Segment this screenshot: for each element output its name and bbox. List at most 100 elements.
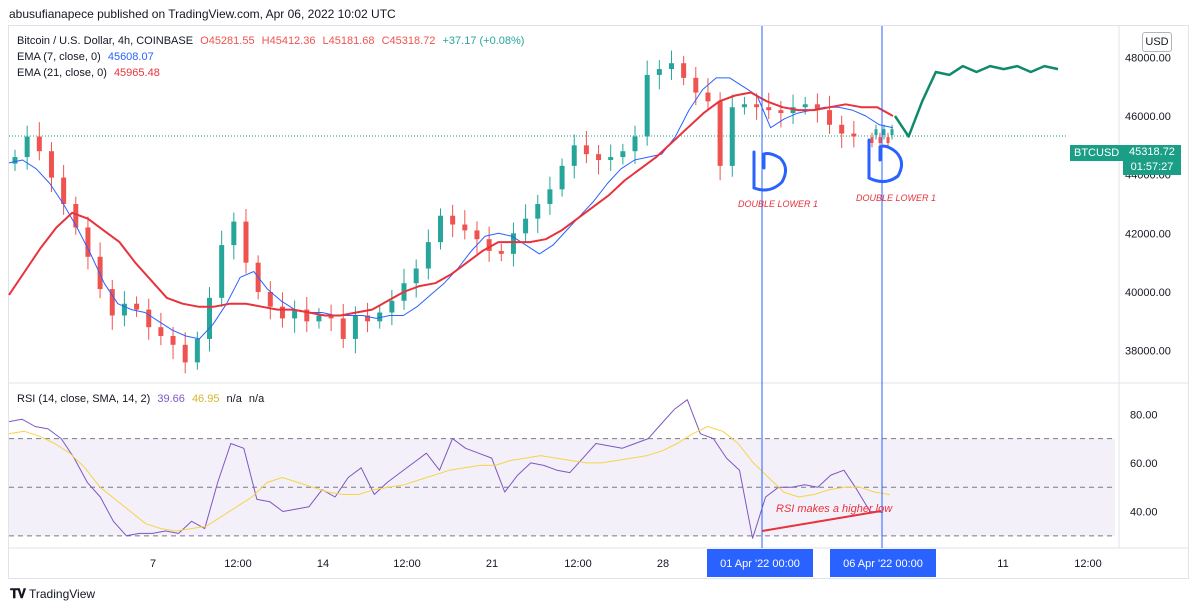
ema7-value: 45608.07: [107, 51, 154, 63]
time-tick-label: 11: [997, 558, 1008, 570]
candle-body: [425, 242, 431, 269]
candle-body: [705, 92, 711, 102]
candle-body: [267, 292, 273, 307]
candle-body: [827, 110, 833, 125]
rsi-higher-low-line: [761, 510, 882, 532]
candle-body: [352, 315, 358, 339]
ohlc-low: L45181.68: [322, 35, 375, 47]
projection-line: [893, 64, 1059, 138]
candle-body: [365, 315, 371, 322]
footer-brand-name: TradingView: [29, 587, 96, 601]
time-tick-label: 7: [150, 558, 156, 570]
symbol-legend[interactable]: Bitcoin / U.S. Dollar, 4h, COINBASE O452…: [17, 35, 528, 47]
candle-body: [377, 312, 383, 322]
candle-body: [510, 233, 516, 254]
rsi-tick-label: 40.00: [1130, 507, 1158, 519]
candle-body: [73, 204, 79, 228]
last-price-box: 45318.72 01:57:27: [1123, 145, 1181, 175]
time-tick-label: 12:00: [564, 558, 592, 570]
candle-body: [12, 157, 18, 164]
candle-body: [231, 221, 237, 246]
bar-countdown: 01:57:27: [1130, 161, 1174, 173]
price-tick-label: 40000.00: [1125, 287, 1171, 299]
rsi-line: [8, 399, 884, 539]
candle-body: [134, 303, 140, 310]
time-tick-label: 12:00: [1074, 558, 1102, 570]
candle-body: [754, 104, 760, 108]
candle-body: [207, 297, 213, 339]
price-tick-label: 38000.00: [1125, 346, 1171, 358]
candle-body: [882, 129, 886, 136]
ohlc-close: C45318.72: [381, 35, 436, 47]
candle-body: [717, 101, 723, 166]
candle-body: [890, 129, 894, 136]
candle-body: [243, 221, 249, 263]
time-tick-label: 12:00: [224, 558, 252, 570]
candle-body: [741, 104, 747, 108]
date-badge-label: 06 Apr '22 00:00: [843, 558, 923, 570]
candle-body: [729, 107, 735, 166]
candle-body: [766, 107, 772, 111]
ema7-label: EMA (7, close, 0): [17, 51, 101, 63]
candle-body: [656, 69, 662, 75]
candle-body: [61, 177, 67, 204]
candle-body: [547, 189, 553, 204]
candle-body: [450, 215, 456, 225]
candle-body: [219, 245, 225, 298]
candle-body: [474, 230, 480, 240]
ema21-label: EMA (21, close, 0): [17, 67, 107, 79]
tradingview-logo-icon: 𝐓𝐕: [10, 586, 26, 601]
candle-body: [802, 104, 808, 108]
candle-body: [24, 136, 30, 158]
rsi-tick-label: 60.00: [1130, 458, 1158, 470]
ema21-legend[interactable]: EMA (21, close, 0) 45965.48: [17, 67, 164, 79]
rsi-label: RSI (14, close, SMA, 14, 2): [17, 393, 151, 405]
candle-body: [316, 315, 322, 322]
price-tick-label: 46000.00: [1125, 111, 1171, 123]
candle-body: [814, 104, 820, 111]
double-lower-circle-left: [752, 150, 787, 192]
candle-body: [644, 74, 650, 137]
ema7-legend[interactable]: EMA (7, close, 0) 45608.07: [17, 51, 158, 63]
candle-body: [36, 136, 42, 152]
candle-body: [535, 204, 541, 219]
candle-body: [413, 268, 419, 284]
currency-button[interactable]: USD: [1142, 32, 1172, 52]
candle-body: [668, 63, 674, 70]
rsi-legend[interactable]: RSI (14, close, SMA, 14, 2) 39.66 46.95 …: [17, 393, 268, 405]
date-badge: [830, 549, 936, 577]
candle-body: [620, 151, 626, 158]
last-price: 45318.72: [1129, 146, 1175, 158]
price-tick-label: 48000.00: [1125, 52, 1171, 64]
candle-body: [340, 318, 346, 339]
candle-body: [632, 136, 638, 152]
candle-body: [462, 224, 468, 231]
candle-body: [839, 124, 845, 134]
rsi-na-2: n/a: [248, 393, 265, 405]
candle-body: [48, 151, 54, 178]
time-tick-label: 21: [486, 558, 498, 570]
candle-body: [292, 309, 298, 319]
rsi-value: 39.66: [157, 393, 185, 405]
candle-body: [870, 137, 874, 143]
candle-body: [559, 165, 565, 190]
annotation-double-lower-left: DOUBLE LOWER 1: [738, 199, 818, 209]
candle-body: [608, 157, 614, 160]
candle-body: [878, 137, 882, 143]
ohlc-high: H45412.36: [261, 35, 316, 47]
candle-body: [85, 227, 91, 257]
candle-body: [194, 338, 200, 363]
footer-brand[interactable]: 𝐓𝐕 TradingView: [10, 586, 95, 602]
candle-body: [279, 306, 285, 319]
candle-body: [389, 300, 395, 313]
candle-body: [109, 289, 115, 316]
candle-body: [158, 327, 164, 336]
ema7-line: [8, 77, 894, 340]
rsi-sma-line: [8, 426, 891, 532]
candle-body: [681, 63, 687, 78]
rsi-sma-value: 46.95: [191, 393, 220, 405]
time-tick-label: 12:00: [393, 558, 421, 570]
candle-body: [523, 218, 529, 234]
candle-body: [886, 137, 890, 143]
